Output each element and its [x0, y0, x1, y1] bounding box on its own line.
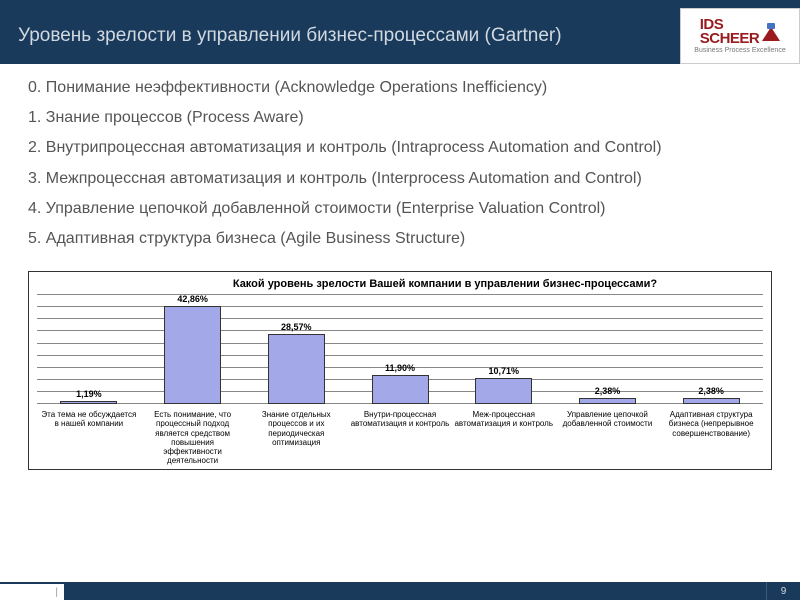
chart-title: Какой уровень зрелости Вашей компании в …	[37, 278, 763, 290]
logo: IDS SCHEER Business Process Excellence	[680, 8, 800, 64]
bar-slot: 42,86%	[141, 294, 245, 404]
logo-text-wrap: IDS SCHEER	[700, 18, 760, 45]
bar	[164, 306, 221, 404]
bar-value-label: 1,19%	[76, 389, 102, 399]
x-axis-label: Управление цепочкой добавленной стоимост…	[556, 410, 660, 465]
bar-slot: 1,19%	[37, 294, 141, 404]
title-text: Уровень зрелости в управлении бизнес-про…	[18, 25, 562, 47]
chart-bars: 1,19% 42,86% 28,57% 11,90% 10,71% 2,38% 2,38%	[37, 294, 763, 404]
level-2: 2. Внутрипроцессная автоматизация и конт…	[28, 138, 772, 157]
x-axis-label: Меж-процессная автоматизация и контроль	[452, 410, 556, 465]
level-1: 1. Знание процессов (Process Aware)	[28, 108, 772, 127]
bar	[372, 375, 429, 404]
bar-value-label: 11,90%	[385, 363, 415, 373]
bar-value-label: 2,38%	[698, 386, 724, 396]
footer-mid	[64, 582, 766, 600]
footer: | 9	[0, 582, 800, 600]
bar	[683, 398, 740, 404]
slide-title: Уровень зрелости в управлении бизнес-про…	[0, 8, 680, 64]
x-axis-label: Внутри-процессная автоматизация и контро…	[348, 410, 452, 465]
chart-plot-area: 1,19% 42,86% 28,57% 11,90% 10,71% 2,38% 2,38%	[37, 294, 763, 404]
bar-slot: 2,38%	[659, 294, 763, 404]
bar-slot: 11,90%	[348, 294, 452, 404]
level-0: 0. Понимание неэффективности (Acknowledg…	[28, 78, 772, 97]
bar-value-label: 10,71%	[488, 366, 519, 376]
logo-main: IDS SCHEER	[700, 18, 781, 45]
bar-slot: 10,71%	[452, 294, 556, 404]
chart: Какой уровень зрелости Вашей компании в …	[28, 271, 772, 470]
footer-left: |	[0, 582, 64, 600]
logo-line2: SCHEER	[700, 32, 760, 46]
x-axis-label: Есть понимание, что процессный подход яв…	[141, 410, 245, 465]
bar	[268, 334, 325, 404]
bar	[60, 401, 117, 404]
bar-slot: 2,38%	[556, 294, 660, 404]
header: Уровень зрелости в управлении бизнес-про…	[0, 8, 800, 64]
logo-icon	[762, 23, 780, 41]
chart-x-labels: Эта тема не обсуждается в нашей компании…	[37, 410, 763, 465]
x-axis-label: Адаптивная структура бизнеса (непрерывно…	[659, 410, 763, 465]
logo-tagline: Business Process Excellence	[694, 47, 785, 54]
x-axis-label: Эта тема не обсуждается в нашей компании	[37, 410, 141, 465]
footer-divider: |	[55, 587, 58, 598]
bar-value-label: 28,57%	[281, 322, 312, 332]
level-5: 5. Адаптивная структура бизнеса (Agile B…	[28, 229, 772, 248]
bar	[475, 378, 532, 404]
level-3: 3. Межпроцессная автоматизация и контрол…	[28, 169, 772, 188]
bar-value-label: 2,38%	[595, 386, 621, 396]
footer-page: 9	[766, 582, 800, 600]
bar	[579, 398, 636, 404]
bar-slot: 28,57%	[244, 294, 348, 404]
bar-value-label: 42,86%	[177, 294, 208, 304]
top-accent-bar	[0, 0, 800, 8]
content-area: 0. Понимание неэффективности (Acknowledg…	[0, 64, 800, 265]
level-4: 4. Управление цепочкой добавленной стоим…	[28, 199, 772, 218]
x-axis-label: Знание отдельных процессов и их периодич…	[244, 410, 348, 465]
